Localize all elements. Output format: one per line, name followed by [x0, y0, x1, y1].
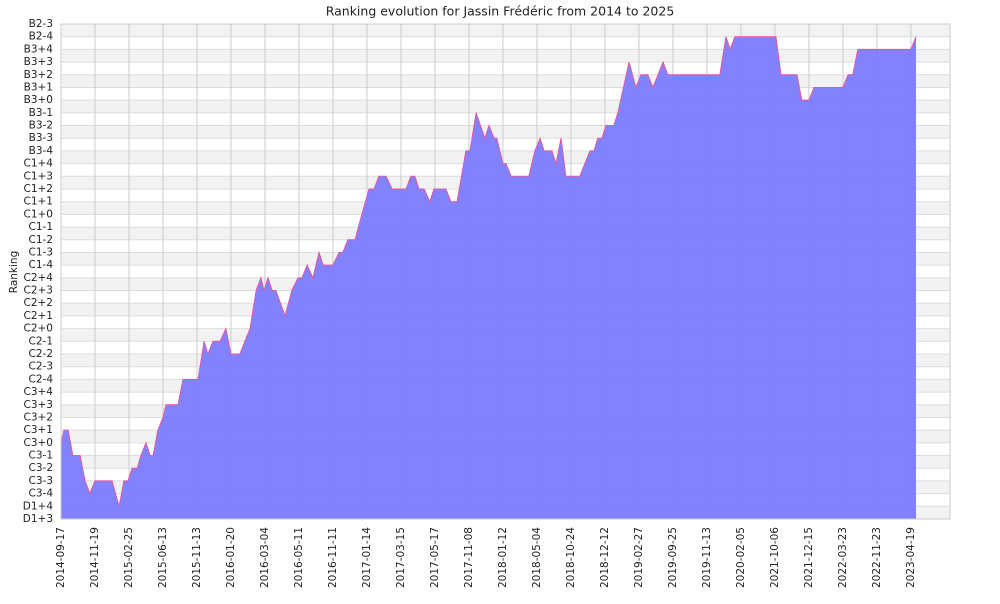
x-tick-label: 2018-01-12 — [497, 527, 509, 588]
y-tick-label: C1+3 — [24, 170, 54, 182]
y-tick-label: C3+1 — [24, 424, 54, 436]
y-tick-label: B3+0 — [24, 94, 53, 106]
y-tick-label: B3-3 — [29, 132, 53, 144]
y-tick-label: B3-2 — [29, 120, 53, 132]
y-tick-label: C2+2 — [24, 297, 54, 309]
y-tick-label: C1+1 — [24, 196, 54, 208]
x-tick-label: 2019-09-25 — [667, 527, 679, 588]
x-tick-label: 2016-01-20 — [225, 527, 237, 588]
line — [60, 36, 917, 507]
x-tick-label: 2015-02-25 — [123, 527, 135, 588]
y-tick-label: C2-1 — [29, 335, 53, 347]
y-tick-label: B2-3 — [29, 18, 53, 30]
y-tick-label: C1-1 — [29, 221, 53, 233]
y-tick-label: C3-2 — [29, 462, 53, 474]
x-tick-label: 2022-03-23 — [837, 527, 849, 588]
y-tick-label: C2-2 — [29, 348, 53, 360]
y-tick-label: C2+4 — [24, 272, 54, 284]
x-tick-label: 2016-05-11 — [293, 527, 305, 588]
x-tick-label: 2018-10-24 — [565, 527, 577, 588]
y-tick-label: C2-4 — [29, 373, 54, 385]
x-tick-label: 2021-10-06 — [769, 527, 781, 588]
grid-band — [61, 24, 950, 37]
y-tick-label: C1-3 — [29, 246, 53, 258]
y-tick-label: C1+2 — [24, 183, 54, 195]
y-tick-label: C2+0 — [24, 323, 54, 335]
y-tick-label: B3-1 — [29, 107, 53, 119]
y-tick-label: C1+0 — [24, 208, 54, 220]
y-tick-label: C3+4 — [24, 386, 54, 398]
y-tick-label: C3-4 — [29, 488, 54, 500]
x-tick-label: 2017-05-17 — [429, 527, 441, 588]
y-tick-label: B3+3 — [24, 56, 53, 68]
grid-band — [61, 74, 950, 88]
x-tick-label: 2014-11-19 — [89, 527, 101, 588]
y-tick-label: B3+1 — [24, 81, 53, 93]
y-tick-label: D1+4 — [23, 500, 54, 512]
y-tick-label: C1-2 — [29, 234, 53, 246]
chart-title: Ranking evolution for Jassin Frédéric fr… — [326, 4, 675, 19]
x-tick-label: 2023-04-19 — [905, 527, 917, 588]
plot-border — [60, 23, 951, 520]
y-tick-label: C3+2 — [24, 411, 54, 423]
y-tick-label: C1-4 — [29, 259, 54, 271]
y-tick-label: C3-1 — [29, 450, 53, 462]
x-tick-label: 2019-11-13 — [701, 527, 713, 588]
x-tick-label: 2016-03-04 — [259, 527, 271, 588]
x-tick-label: 2015-11-13 — [191, 527, 203, 588]
x-tick-label: 2020-02-05 — [735, 527, 747, 588]
x-tick-label: 2017-01-14 — [361, 527, 373, 588]
x-tick-label: 2014-09-17 — [55, 527, 67, 588]
x-tick-label: 2022-11-23 — [871, 527, 883, 588]
y-axis-label: Ranking — [8, 251, 20, 293]
grid-band — [61, 49, 950, 63]
y-tick-label: C2+3 — [24, 285, 54, 297]
y-tick-label: B3+4 — [24, 43, 54, 55]
y-tick-label: C3+3 — [24, 399, 54, 411]
y-tick-label: C3-3 — [29, 475, 53, 487]
y-tick-label: C2+1 — [24, 310, 54, 322]
x-tick-label: 2017-11-08 — [463, 527, 475, 588]
y-tick-label: C3+0 — [24, 437, 54, 449]
x-tick-label: 2015-06-13 — [157, 527, 169, 588]
x-tick-label: 2017-03-15 — [395, 527, 407, 588]
area — [61, 36, 917, 519]
y-tick-label: B3+2 — [24, 69, 53, 81]
y-tick-label: B2-4 — [29, 31, 54, 43]
x-tick-label: 2019-02-27 — [633, 527, 645, 588]
y-tick-label: B3-4 — [29, 145, 54, 157]
x-tick-label: 2016-11-11 — [327, 527, 339, 588]
y-tick-label: C1+4 — [24, 158, 54, 170]
y-tick-label: C2-3 — [29, 361, 53, 373]
x-tick-label: 2018-12-12 — [599, 527, 611, 588]
x-tick-label: 2021-12-15 — [803, 527, 815, 588]
x-tick-label: 2018-05-04 — [531, 527, 543, 588]
y-tick-label: D1+3 — [23, 513, 53, 525]
